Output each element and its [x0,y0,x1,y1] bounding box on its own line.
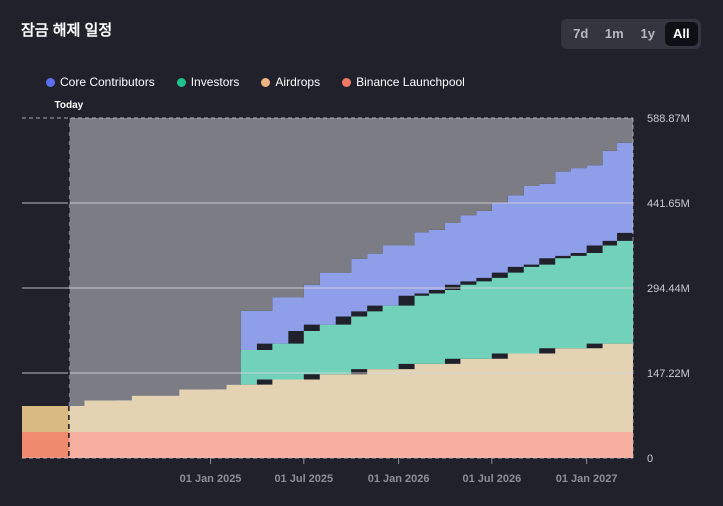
past-launchpool [22,432,69,458]
chart-gridlines [22,117,634,459]
legend-item-core-contributors[interactable]: Core Contributors [46,75,155,89]
legend-dot-investors [176,77,186,87]
legend-dot-core-contributors [46,77,55,87]
y-tick-label-4: 588.87M [647,113,690,125]
x-tick-label-2: 01 Jan 2026 [368,473,430,485]
legend-label-investors: Investors [190,75,240,89]
range-1m-button[interactable]: 1m [604,26,624,41]
area-airdrops [22,343,633,433]
legend-label-binance-launchpool: Binance Launchpool [356,75,465,89]
range-all-button[interactable]: All [664,22,698,46]
x-tick-label-0: 01 Jan 2025 [180,473,242,485]
future-shade [68,118,634,407]
y-tick-label-2: 294.44M [647,283,690,295]
chart-legend: Core Contributors Investors Airdrops Bin… [46,75,487,89]
x-tick-label-1: 01 Jul 2025 [274,473,333,485]
page-title: 잠금 해제 일정 [21,22,113,39]
area-investors [22,232,633,407]
legend-item-airdrops[interactable]: Airdrops [261,75,320,89]
area-binance-launchpool [22,432,633,458]
y-tick-label-3: 441.65M [647,198,690,210]
time-range-selector: 7d 1m 1y All [561,19,701,49]
today-label: Today [55,100,84,111]
legend-label-core-contributors: Core Contributors [60,75,155,89]
legend-item-binance-launchpool[interactable]: Binance Launchpool [342,75,465,89]
today-marker: Today [55,100,84,458]
y-tick-label-1: 147.22M [647,368,690,380]
x-tick-label-3: 01 Jul 2026 [462,473,521,485]
x-tick-label-4: 01 Jan 2027 [556,473,618,485]
legend-label-airdrops: Airdrops [275,75,321,89]
range-1y-button[interactable]: 1y [640,26,655,41]
range-7d-button[interactable]: 7d [573,26,589,41]
past-airdrops [22,406,69,433]
y-tick-label-0: 0 [647,453,653,465]
y-axis: 0 147.22M 294.44M 441.65M 588.87M [647,113,690,465]
legend-dot-binance-launchpool [342,77,352,87]
x-axis: 01 Jan 2025 01 Jul 2025 01 Jan 2026 01 Jul … [180,458,618,485]
legend-item-investors[interactable]: Investors [176,75,240,89]
legend-dot-airdrops [261,77,271,87]
